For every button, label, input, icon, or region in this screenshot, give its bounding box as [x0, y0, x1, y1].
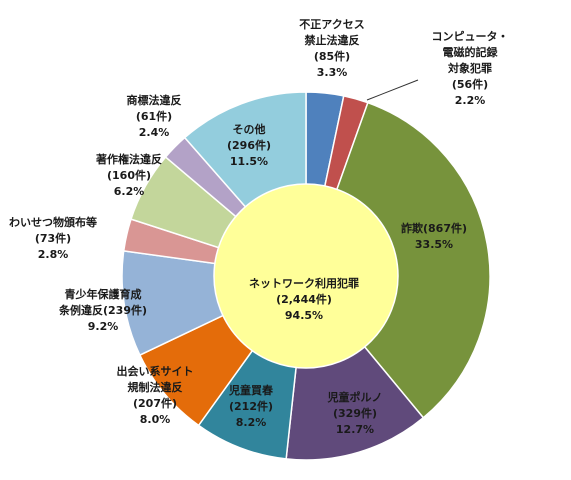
slice-label-8-line-1: (160件)	[107, 168, 151, 182]
slice-label-7: わいせつ物頒布等 (73件) 2.8%	[9, 215, 97, 261]
slice-label-2: 詐欺(867件) 33.5%	[401, 221, 467, 251]
slice-label-10: その他 (296件) 11.5%	[227, 122, 271, 168]
slice-label-6-line-1: 条例違反(239件)	[58, 303, 147, 317]
slice-label-4: 児童買春 (212件) 8.2%	[228, 383, 274, 429]
label-group: 不正アクセス禁止法違反 (85件) 3.3% コンピュータ・電磁的記録対象犯罪 (56件…	[9, 18, 509, 436]
center-label-line-1: (2,444件)	[276, 292, 332, 306]
slice-label-1: コンピュータ・電磁的記録対象犯罪 (56件) 2.2%	[432, 30, 509, 107]
leader-line-group	[366, 79, 419, 101]
center-label: ネットワーク利用犯罪 (2,444件) 94.5%	[249, 276, 359, 322]
slice-label-4-line-2: 8.2%	[236, 416, 267, 429]
slice-label-8-line-0: 著作権法違反	[96, 152, 162, 166]
slice-label-5-line-2: (207件)	[133, 396, 177, 410]
slice-label-1-line-4: 2.2%	[455, 94, 486, 107]
slice-label-7-line-2: 2.8%	[38, 248, 69, 261]
slice-label-9: 商標法違反 (61件) 2.4%	[127, 93, 182, 139]
slice-label-3-line-1: (329件)	[333, 406, 377, 420]
slice-label-8-line-2: 6.2%	[114, 185, 145, 198]
slice-label-10-line-2: 11.5%	[230, 155, 268, 168]
slice-label-6: 青少年保護育成条例違反(239件) 9.2%	[58, 287, 147, 333]
slice-label-10-line-0: その他	[233, 122, 266, 136]
slice-label-9-line-1: (61件)	[136, 109, 172, 123]
slice-label-0: 不正アクセス禁止法違反 (85件) 3.3%	[299, 18, 364, 79]
center-circle	[213, 183, 399, 369]
slice-label-3-line-2: 12.7%	[336, 423, 374, 436]
slice-label-5: 出会い系サイト規制法違反 (207件) 8.0%	[117, 364, 194, 426]
center-group: ネットワーク利用犯罪 (2,444件) 94.5%	[213, 183, 399, 369]
slice-label-6-line-0: 青少年保護育成	[65, 287, 142, 301]
slice-label-2-line-0: 詐欺(867件)	[401, 221, 467, 235]
center-label-line-0: ネットワーク利用犯罪	[249, 276, 359, 290]
slice-label-1-line-0: コンピュータ・	[432, 30, 509, 43]
slice-label-1-line-2: 対象犯罪	[447, 61, 492, 75]
slice-label-0-line-1: 禁止法違反	[305, 33, 360, 47]
center-label-line-2: 94.5%	[285, 309, 323, 322]
slice-label-5-line-1: 規制法違反	[128, 380, 183, 394]
slice-label-3-line-0: 児童ポルノ	[327, 390, 383, 404]
slice-label-1-line-1: 電磁的記録	[443, 45, 499, 59]
slice-label-7-line-1: (73件)	[35, 231, 71, 245]
slice-label-0-line-0: 不正アクセス	[299, 18, 364, 31]
slice-label-2-line-1: 33.5%	[415, 238, 453, 251]
slice-label-9-line-2: 2.4%	[139, 126, 170, 139]
donut-slice-2	[305, 101, 491, 419]
slice-label-5-line-0: 出会い系サイト	[117, 364, 194, 378]
slice-label-4-line-0: 児童買春	[228, 383, 274, 397]
slice-label-0-line-3: 3.3%	[317, 66, 348, 79]
slice-label-10-line-1: (296件)	[227, 138, 271, 152]
slice-label-1-line-3: (56件)	[452, 77, 488, 91]
slice-label-6-line-2: 9.2%	[88, 320, 119, 333]
slice-label-5-line-3: 8.0%	[140, 413, 171, 426]
slice-label-3: 児童ポルノ (329件) 12.7%	[327, 390, 383, 436]
leader-line	[366, 79, 419, 101]
slice-label-9-line-0: 商標法違反	[127, 93, 182, 107]
slice-label-4-line-1: (212件)	[229, 399, 273, 413]
slice-label-8: 著作権法違反 (160件) 6.2%	[96, 152, 162, 198]
slice-label-0-line-2: (85件)	[314, 49, 350, 63]
slice-label-7-line-0: わいせつ物頒布等	[9, 215, 97, 229]
